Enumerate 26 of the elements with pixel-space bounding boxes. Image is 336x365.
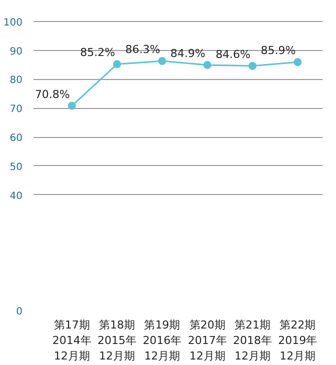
text: 84.9% xyxy=(170,47,206,60)
text: 85.2% xyxy=(80,46,116,60)
text: 70.8% xyxy=(34,88,70,101)
x-tick-label: 第21期 2018年 12月期 xyxy=(233,318,272,363)
x-tick-label: 第17期 2014年 12月期 xyxy=(52,318,92,363)
point xyxy=(248,62,257,70)
point xyxy=(68,102,76,110)
text: 86.3% xyxy=(125,43,160,56)
y-tick-label: 70 xyxy=(10,104,23,116)
text: 84.6% xyxy=(216,48,251,61)
point xyxy=(158,57,166,65)
x-tick-label: 第22期 2019年 12月期 xyxy=(278,318,318,363)
y-tick-label: 50 xyxy=(10,162,23,173)
y-tick-label: 60 xyxy=(10,133,23,144)
y-tick-label: 80 xyxy=(10,75,23,86)
text: 85.9% xyxy=(260,44,296,58)
y-tick-label: 100 xyxy=(3,17,23,28)
x-tick-label: 第20期 2017年 12月期 xyxy=(188,318,227,363)
y-tick-label: 0 xyxy=(16,306,23,318)
x-tick-label: 第18期 2015年 12月期 xyxy=(98,318,137,363)
x-tick-label: 第19期 2016年 12月期 xyxy=(142,318,182,363)
point xyxy=(203,61,212,70)
y-tick-label: 40 xyxy=(10,190,23,202)
point xyxy=(113,60,122,68)
point xyxy=(294,58,302,66)
y-tick-label: 90 xyxy=(10,46,23,58)
